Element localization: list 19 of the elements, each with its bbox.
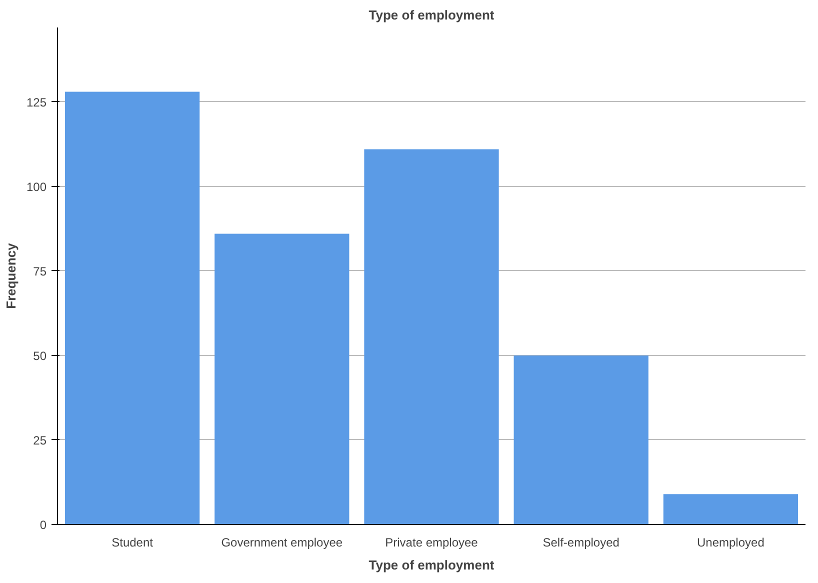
bar	[214, 234, 350, 524]
bar	[514, 355, 648, 524]
y-tick-label: 125	[26, 95, 47, 110]
x-tick-label: Student	[112, 536, 154, 550]
y-tick-label: 75	[33, 264, 47, 278]
chart-title: Type of employment	[368, 8, 495, 22]
bar	[64, 92, 200, 524]
x-axis-title: Type of employment	[368, 558, 495, 572]
bar	[663, 494, 798, 524]
y-tick-label: 25	[33, 433, 47, 448]
x-tick-label: Government employee	[221, 536, 343, 550]
y-tick-label: 0	[40, 518, 47, 532]
y-tick-label: 100	[26, 180, 47, 194]
x-tick-label: Unemployed	[697, 536, 764, 550]
y-axis-title: Frequency	[3, 242, 18, 309]
x-tick-label: Private employee	[385, 536, 478, 550]
x-tick-label: Self-employed	[542, 536, 620, 550]
y-tick-label: 50	[33, 348, 47, 363]
bar	[364, 149, 499, 524]
